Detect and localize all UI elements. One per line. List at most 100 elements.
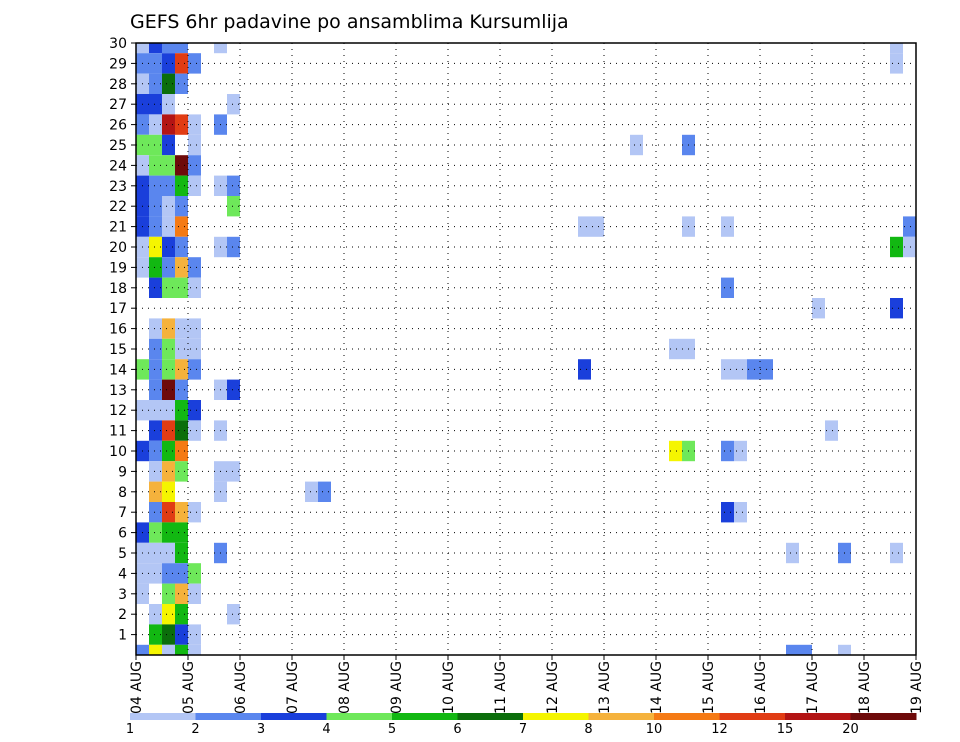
heatmap-cell	[890, 53, 903, 74]
heatmap-cell	[188, 277, 201, 298]
y-tick-label: 15	[109, 342, 127, 358]
heatmap-cell	[188, 338, 201, 360]
heatmap-cell	[162, 644, 175, 655]
heatmap-cell	[149, 338, 162, 360]
heatmap-cell	[188, 359, 201, 380]
x-axis: 04 AUG 05 AUG 06 AUG 07 AUG 08 AUG 09 AUG 10 A…	[129, 655, 925, 714]
heatmap-cell	[175, 53, 188, 74]
heatmap-cell	[149, 604, 162, 625]
legend-swatch	[195, 713, 262, 720]
heatmap-cell	[188, 420, 201, 441]
legend-swatch	[130, 713, 196, 720]
legend-label: 1	[126, 722, 134, 737]
x-tick-label: 12 AUG	[545, 661, 561, 714]
heatmap-cell	[175, 604, 188, 625]
heatmap-cell	[175, 624, 188, 645]
heatmap-cell	[214, 43, 227, 54]
y-tick-label: 6	[118, 526, 127, 542]
heatmap-cell	[149, 196, 162, 217]
heatmap-cell	[890, 43, 903, 54]
heatmap-cell	[227, 236, 240, 258]
heatmap-cells	[136, 43, 916, 655]
heatmap-cell	[175, 400, 188, 421]
heatmap-cell	[149, 73, 162, 94]
heatmap-cell	[149, 114, 162, 135]
y-tick-label: 17	[109, 301, 127, 317]
heatmap-cell	[162, 73, 175, 94]
heatmap-cell	[188, 644, 201, 655]
heatmap-cell	[175, 277, 188, 298]
x-tick-label: 17 AUG	[805, 661, 821, 714]
heatmap-cell	[188, 563, 201, 584]
y-tick-label: 11	[109, 424, 127, 440]
heatmap-cell	[149, 644, 162, 655]
heatmap-cell	[734, 359, 747, 380]
y-tick-label: 10	[109, 444, 127, 460]
x-tick-label: 06 AUG	[233, 661, 249, 714]
heatmap-cell	[162, 542, 175, 564]
heatmap-cell	[162, 196, 175, 217]
heatmap-cell	[149, 461, 162, 482]
legend-swatch	[261, 713, 327, 720]
y-tick-label: 7	[118, 505, 127, 521]
legend-swatch	[654, 713, 720, 720]
y-tick-label: 25	[109, 138, 127, 154]
heatmap-cell	[162, 624, 175, 645]
heatmap-cell	[721, 277, 734, 298]
heatmap-cell	[175, 43, 188, 54]
heatmap-cell	[162, 481, 175, 502]
heatmap-cell	[188, 400, 201, 421]
heatmap-cell	[149, 440, 162, 462]
heatmap-cell	[162, 53, 175, 74]
x-tick-label: 05 AUG	[181, 661, 197, 714]
heatmap-cell	[175, 73, 188, 94]
heatmap-cell	[175, 216, 188, 237]
heatmap-cell	[162, 318, 175, 339]
heatmap-cell	[227, 379, 240, 400]
heatmap-cell	[890, 542, 903, 564]
x-tick-label: 04 AUG	[129, 661, 145, 714]
heatmap-cell	[188, 318, 201, 339]
heatmap-cell	[630, 134, 643, 156]
heatmap-cell	[162, 94, 175, 115]
heatmap-cell	[747, 359, 760, 380]
legend-swatch	[523, 713, 589, 720]
heatmap-cell	[149, 216, 162, 237]
y-tick-label: 20	[109, 240, 127, 256]
heatmap-cell	[175, 114, 188, 135]
heatmap-cell	[149, 481, 162, 502]
heatmap-cell	[305, 481, 318, 502]
heatmap-cell	[721, 440, 734, 462]
heatmap-cell	[188, 257, 201, 278]
heatmap-cell	[721, 216, 734, 237]
heatmap-cell	[149, 257, 162, 278]
heatmap-cell	[188, 175, 201, 196]
legend-swatch	[850, 713, 917, 720]
heatmap-cell	[149, 175, 162, 196]
heatmap-cell	[175, 155, 188, 176]
heatmap-cell	[162, 604, 175, 625]
heatmap-cell	[162, 43, 175, 54]
y-tick-label: 16	[109, 322, 127, 338]
heatmap-cell	[188, 155, 201, 176]
heatmap-cell	[175, 420, 188, 441]
x-tick-label: 08 AUG	[337, 661, 353, 714]
legend-label: 8	[584, 722, 592, 737]
legend-label: 15	[777, 722, 794, 737]
heatmap-cell	[162, 440, 175, 462]
heatmap-cell	[786, 644, 799, 655]
heatmap-cell	[149, 155, 162, 176]
heatmap-cell	[162, 236, 175, 258]
y-tick-label: 30	[109, 36, 127, 52]
color-legend: 1 2 3 4 5 6 7 8 10 12 15 20	[126, 713, 917, 737]
heatmap-cell	[825, 420, 838, 441]
x-tick-label: 09 AUG	[389, 661, 405, 714]
y-tick-label: 29	[109, 56, 127, 72]
x-tick-label: 18 AUG	[857, 661, 873, 714]
heatmap-cell	[175, 196, 188, 217]
heatmap-cell	[227, 461, 240, 482]
heatmap-cell	[149, 94, 162, 115]
heatmap-cell	[721, 502, 734, 523]
x-tick-label: 19 AUG	[909, 661, 925, 714]
heatmap-cell	[188, 624, 201, 645]
